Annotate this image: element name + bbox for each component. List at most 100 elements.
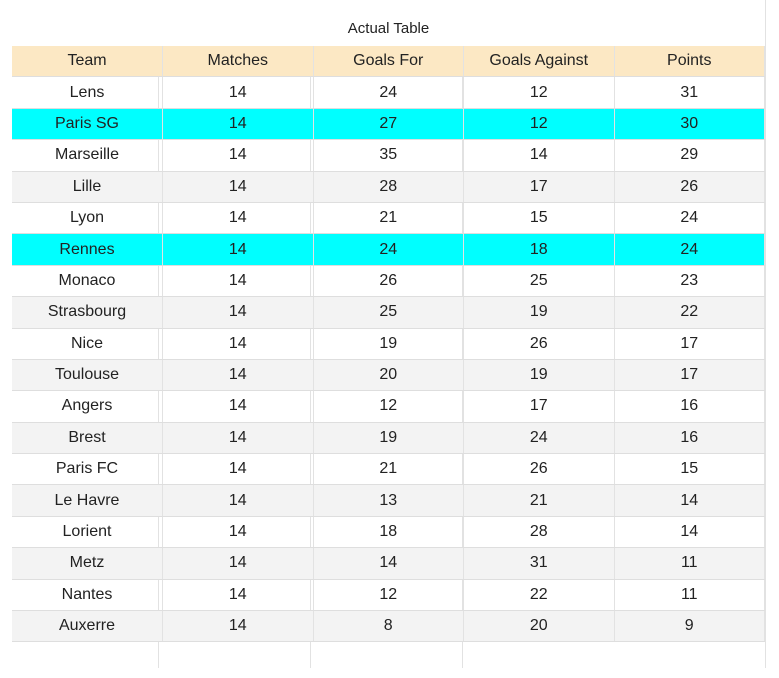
goals-for-cell[interactable]: 24	[313, 76, 464, 109]
points-cell[interactable]: 17	[614, 359, 765, 392]
goals-against-cell[interactable]: 14	[463, 139, 615, 172]
table-row: Metz 14 14 31 11	[12, 547, 765, 580]
table-row: Lille 14 28 17 26	[12, 171, 765, 203]
header-matches[interactable]: Matches	[162, 46, 314, 78]
goals-against-cell[interactable]: 25	[463, 265, 615, 298]
points-cell[interactable]: 26	[614, 171, 765, 203]
goals-against-cell[interactable]: 31	[463, 547, 615, 580]
team-cell[interactable]: Strasbourg	[12, 296, 163, 329]
team-cell[interactable]: Angers	[12, 390, 163, 423]
header-goals-against[interactable]: Goals Against	[463, 46, 615, 78]
points-cell[interactable]: 24	[614, 202, 765, 235]
matches-cell[interactable]: 14	[162, 610, 314, 643]
goals-against-cell[interactable]: 28	[463, 516, 615, 549]
goals-for-cell[interactable]: 12	[313, 579, 464, 612]
points-cell[interactable]: 15	[614, 453, 765, 486]
goals-against-cell[interactable]: 18	[463, 233, 615, 266]
team-cell[interactable]: Paris SG	[12, 108, 163, 141]
team-cell[interactable]: Lorient	[12, 516, 163, 549]
header-points[interactable]: Points	[614, 46, 765, 78]
points-cell[interactable]: 17	[614, 328, 765, 360]
table-row: Paris FC 14 21 26 15	[12, 453, 765, 486]
team-cell[interactable]: Rennes	[12, 233, 163, 266]
goals-against-cell[interactable]: 24	[463, 422, 615, 455]
points-cell[interactable]: 9	[614, 610, 765, 643]
goals-for-cell[interactable]: 21	[313, 453, 464, 486]
matches-cell[interactable]: 14	[162, 453, 314, 486]
goals-against-cell[interactable]: 17	[463, 171, 615, 203]
points-cell[interactable]: 29	[614, 139, 765, 172]
goals-for-cell[interactable]: 19	[313, 422, 464, 455]
goals-for-cell[interactable]: 27	[313, 108, 464, 141]
goals-for-cell[interactable]: 24	[313, 233, 464, 266]
points-cell[interactable]: 11	[614, 579, 765, 612]
goals-against-cell[interactable]: 17	[463, 390, 615, 423]
matches-cell[interactable]: 14	[162, 296, 314, 329]
team-cell[interactable]: Monaco	[12, 265, 163, 298]
team-cell[interactable]: Lyon	[12, 202, 163, 235]
header-goals-for[interactable]: Goals For	[313, 46, 464, 78]
table-row: Rennes 14 24 18 24	[12, 233, 765, 266]
goals-for-cell[interactable]: 35	[313, 139, 464, 172]
team-cell[interactable]: Nice	[12, 328, 163, 360]
header-team[interactable]: Team	[12, 46, 163, 78]
goals-against-cell[interactable]: 26	[463, 453, 615, 486]
team-cell[interactable]: Toulouse	[12, 359, 163, 392]
team-cell[interactable]: Le Havre	[12, 484, 163, 517]
team-cell[interactable]: Metz	[12, 547, 163, 580]
matches-cell[interactable]: 14	[162, 265, 314, 298]
points-cell[interactable]: 31	[614, 76, 765, 109]
team-cell[interactable]: Paris FC	[12, 453, 163, 486]
team-cell[interactable]: Lens	[12, 76, 163, 109]
table-row: Nantes 14 12 22 11	[12, 579, 765, 612]
points-cell[interactable]: 16	[614, 390, 765, 423]
matches-cell[interactable]: 14	[162, 139, 314, 172]
goals-against-cell[interactable]: 15	[463, 202, 615, 235]
matches-cell[interactable]: 14	[162, 76, 314, 109]
goals-for-cell[interactable]: 18	[313, 516, 464, 549]
goals-against-cell[interactable]: 12	[463, 76, 615, 109]
goals-for-cell[interactable]: 21	[313, 202, 464, 235]
matches-cell[interactable]: 14	[162, 484, 314, 517]
matches-cell[interactable]: 14	[162, 516, 314, 549]
goals-for-cell[interactable]: 8	[313, 610, 464, 643]
matches-cell[interactable]: 14	[162, 108, 314, 141]
matches-cell[interactable]: 14	[162, 547, 314, 580]
goals-for-cell[interactable]: 12	[313, 390, 464, 423]
goals-for-cell[interactable]: 26	[313, 265, 464, 298]
matches-cell[interactable]: 14	[162, 171, 314, 203]
goals-for-cell[interactable]: 19	[313, 328, 464, 360]
points-cell[interactable]: 22	[614, 296, 765, 329]
goals-for-cell[interactable]: 14	[313, 547, 464, 580]
goals-against-cell[interactable]: 26	[463, 328, 615, 360]
points-cell[interactable]: 14	[614, 516, 765, 549]
points-cell[interactable]: 23	[614, 265, 765, 298]
team-cell[interactable]: Marseille	[12, 139, 163, 172]
goals-against-cell[interactable]: 21	[463, 484, 615, 517]
goals-against-cell[interactable]: 22	[463, 579, 615, 612]
points-cell[interactable]: 30	[614, 108, 765, 141]
goals-against-cell[interactable]: 12	[463, 108, 615, 141]
goals-for-cell[interactable]: 25	[313, 296, 464, 329]
matches-cell[interactable]: 14	[162, 390, 314, 423]
points-cell[interactable]: 14	[614, 484, 765, 517]
team-cell[interactable]: Nantes	[12, 579, 163, 612]
matches-cell[interactable]: 14	[162, 202, 314, 235]
matches-cell[interactable]: 14	[162, 422, 314, 455]
matches-cell[interactable]: 14	[162, 328, 314, 360]
matches-cell[interactable]: 14	[162, 359, 314, 392]
team-cell[interactable]: Lille	[12, 171, 163, 203]
goals-for-cell[interactable]: 20	[313, 359, 464, 392]
matches-cell[interactable]: 14	[162, 579, 314, 612]
team-cell[interactable]: Auxerre	[12, 610, 163, 643]
team-cell[interactable]: Brest	[12, 422, 163, 455]
goals-for-cell[interactable]: 28	[313, 171, 464, 203]
goals-against-cell[interactable]: 20	[463, 610, 615, 643]
matches-cell[interactable]: 14	[162, 233, 314, 266]
points-cell[interactable]: 11	[614, 547, 765, 580]
goals-for-cell[interactable]: 13	[313, 484, 464, 517]
points-cell[interactable]: 24	[614, 233, 765, 266]
goals-against-cell[interactable]: 19	[463, 359, 615, 392]
points-cell[interactable]: 16	[614, 422, 765, 455]
goals-against-cell[interactable]: 19	[463, 296, 615, 329]
